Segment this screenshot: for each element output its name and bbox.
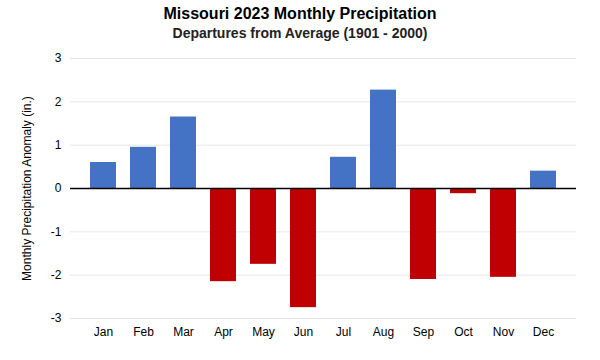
svg-text:Monthly Precipitation Anomaly: Monthly Precipitation Anomaly (in.) (20, 96, 34, 281)
svg-text:2: 2 (55, 95, 62, 109)
svg-text:-2: -2 (51, 268, 62, 282)
svg-text:0: 0 (55, 181, 62, 195)
svg-text:Aug: Aug (373, 325, 394, 339)
svg-text:May: May (252, 325, 275, 339)
svg-text:Jan: Jan (94, 325, 113, 339)
svg-text:Apr: Apr (214, 325, 233, 339)
svg-text:Jul: Jul (336, 325, 351, 339)
svg-text:-3: -3 (51, 311, 62, 325)
svg-text:Mar: Mar (173, 325, 194, 339)
svg-text:Feb: Feb (133, 325, 154, 339)
svg-text:-1: -1 (51, 225, 62, 239)
svg-text:Sep: Sep (413, 325, 435, 339)
svg-text:Nov: Nov (493, 325, 514, 339)
html-text:Departures from Average (1901: Departures from Average (1901 - 2000) (172, 25, 428, 42)
svg-text:3: 3 (55, 51, 62, 65)
svg-text:Dec: Dec (533, 325, 554, 339)
svg-text:Oct: Oct (454, 325, 473, 339)
svg-text:Jun: Jun (294, 325, 313, 339)
html-text:Missouri 2023 Monthly Precipit: Missouri 2023 Monthly Precipitation (163, 5, 437, 22)
svg-text:1: 1 (55, 138, 62, 152)
